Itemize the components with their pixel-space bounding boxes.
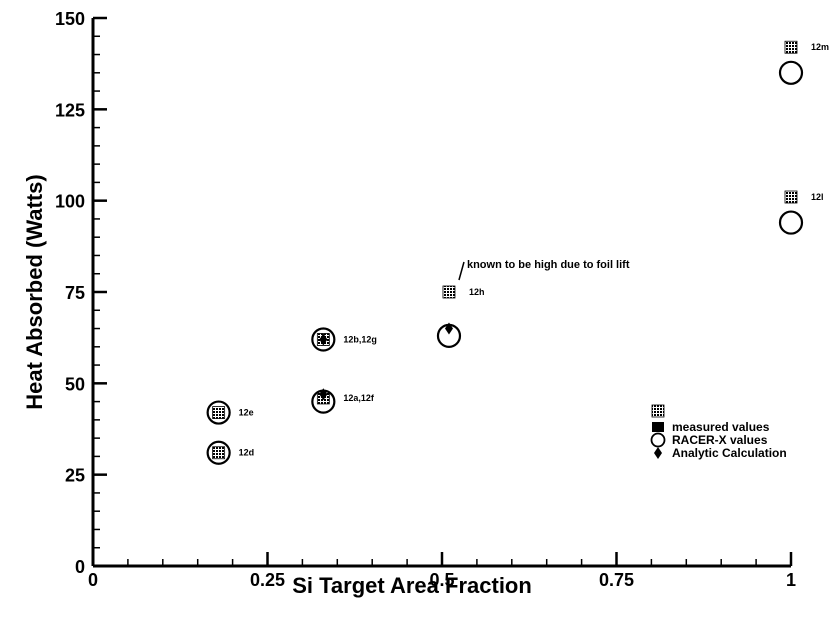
- legend-marker: [652, 422, 664, 432]
- annotation-arrow: [458, 261, 465, 281]
- racerx-point: [206, 440, 231, 465]
- data-points: [206, 40, 804, 465]
- y-tick-label: 50: [65, 374, 85, 394]
- annotation: known to be high due to foil lift: [458, 259, 630, 281]
- measured-point: [212, 446, 226, 460]
- x-tick-label: 0.5: [429, 570, 454, 590]
- racerx-point: [778, 60, 804, 85]
- legend-hatch-swatch: [651, 404, 665, 418]
- analytic-point: [319, 333, 328, 346]
- y-tick-label: 150: [55, 9, 85, 29]
- legend-label: RACER-X values: [672, 433, 768, 447]
- x-tick-label: 1: [786, 570, 796, 590]
- tick-labels: 0 25 50 75 100 125 150 0 0.25 0.5 0.75 1: [55, 9, 796, 590]
- point-label: 12e: [239, 408, 254, 418]
- legend-marker: [650, 432, 666, 448]
- racerx-point: [311, 327, 336, 352]
- axes: [91, 18, 791, 568]
- measured-point: [784, 40, 798, 54]
- point-label: 12d: [239, 448, 255, 458]
- x-axis-title: Si Target Area Fraction: [292, 573, 532, 598]
- annotation-text: known to be high due to foil lift: [467, 259, 630, 271]
- point-labels: 12e 12d 12b,12g 12a,12f 12h 12m 12l: [239, 42, 829, 458]
- analytic-point: [319, 388, 328, 401]
- x-tick-label: 0.25: [250, 570, 285, 590]
- y-tick-label: 125: [55, 100, 85, 120]
- racerx-point: [778, 210, 804, 235]
- racerx-point: [206, 400, 231, 425]
- y-axis-title: Heat Absorbed (Watts): [22, 174, 47, 410]
- measured-point: [784, 190, 798, 204]
- point-label: 12a,12f: [343, 393, 375, 403]
- point-label: 12h: [469, 287, 485, 297]
- legend-label: Analytic Calculation: [672, 446, 787, 460]
- y-tick-label: 25: [65, 466, 85, 486]
- measured-point: [212, 406, 226, 419]
- point-label: 12l: [811, 192, 824, 202]
- x-tick-label: 0: [88, 570, 98, 590]
- y-tick-label: 100: [55, 192, 85, 212]
- legend-marker: [654, 447, 662, 459]
- point-label: 12b,12g: [343, 334, 377, 344]
- tick-marks: [91, 16, 793, 568]
- legend-label: measured values: [672, 420, 770, 434]
- y-tick-label: 0: [75, 557, 85, 577]
- measured-point: [442, 285, 456, 299]
- point-label: 12m: [811, 42, 829, 52]
- y-tick-label: 75: [65, 283, 85, 303]
- x-tick-label: 0.75: [599, 570, 634, 590]
- analytic-point: [444, 322, 453, 335]
